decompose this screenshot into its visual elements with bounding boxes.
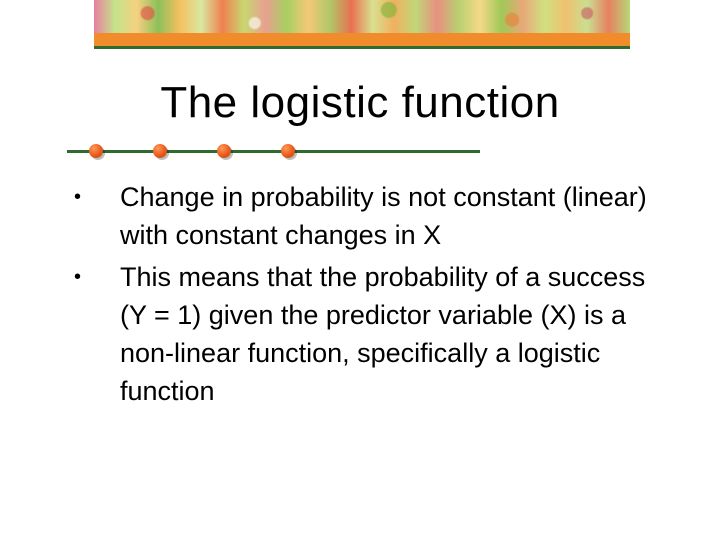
dot-icon (89, 144, 105, 160)
bullet-text: This means that the probability of a suc… (120, 258, 660, 410)
list-item: • This means that the probability of a s… (62, 258, 660, 410)
slide-title: The logistic function (0, 78, 720, 128)
decorative-dots (89, 144, 297, 160)
green-rule-top (94, 46, 630, 49)
dot-icon (153, 144, 169, 160)
body-content: • Change in probability is not constant … (62, 178, 660, 414)
dot-icon (281, 144, 297, 160)
list-item: • Change in probability is not constant … (62, 178, 660, 254)
bullet-text: Change in probability is not constant (l… (120, 178, 660, 254)
orange-bar (94, 33, 630, 46)
bullet-icon: • (62, 258, 120, 296)
slide: The logistic function • Change in probab… (0, 0, 720, 540)
dot-icon (217, 144, 233, 160)
bullet-icon: • (62, 178, 120, 216)
decorative-banner (94, 0, 630, 33)
